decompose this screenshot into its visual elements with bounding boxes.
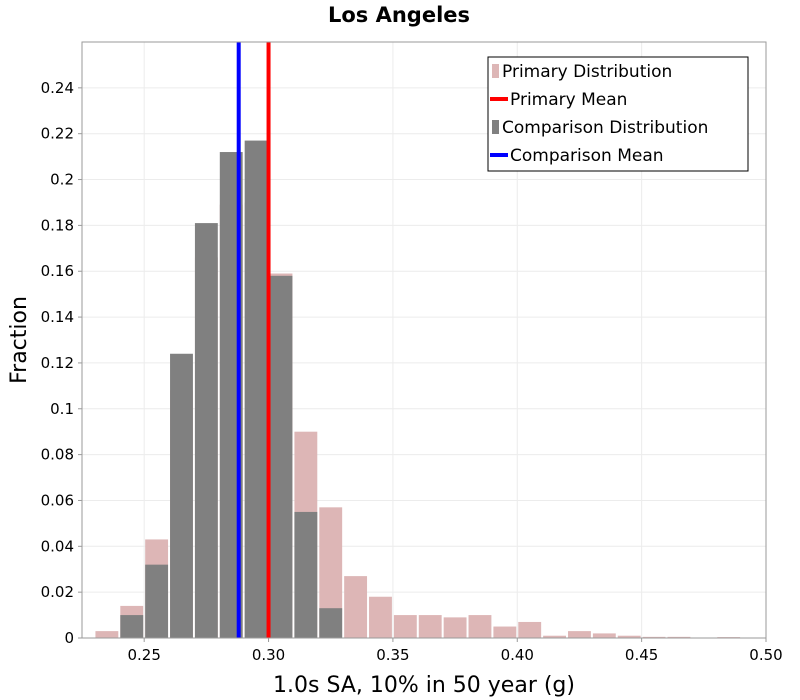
comparison-bar	[294, 511, 318, 638]
y-tick-label: 0.18	[41, 216, 74, 234]
y-tick-label: 0	[64, 629, 74, 647]
x-tick-label: 0.50	[749, 646, 782, 664]
x-axis-title: 1.0s SA, 10% in 50 year (g)	[273, 673, 575, 698]
primary-bar	[418, 615, 442, 638]
x-tick-label: 0.30	[252, 646, 285, 664]
x-tick-label: 0.40	[501, 646, 534, 664]
y-tick-label: 0.24	[41, 79, 74, 97]
primary-bar	[543, 635, 567, 638]
primary-bar	[468, 615, 492, 638]
y-tick-label: 0.14	[41, 308, 74, 326]
y-axis-title: Fraction	[7, 296, 32, 384]
comparison-bar	[194, 223, 218, 639]
mean-lines	[236, 42, 271, 638]
y-axis-ticks: 0 0.02 0.04 0.06 0.08 0.1 0.12 0.14 0.16 0.18 0.2 0…	[41, 79, 82, 647]
primary-bar	[642, 636, 666, 638]
legend-label: Comparison Distribution	[502, 118, 708, 138]
comparison-bar	[269, 275, 293, 638]
primary-bar	[344, 576, 368, 638]
x-tick-label: 0.45	[625, 646, 658, 664]
primary-bar	[592, 633, 616, 638]
y-tick-label: 0.02	[41, 583, 74, 601]
primary-bar	[518, 621, 542, 638]
primary-bar	[667, 636, 691, 638]
plot-frame	[81, 41, 767, 639]
legend-label: Primary Distribution	[502, 62, 672, 82]
legend-label: Primary Mean	[510, 90, 627, 110]
primary-bar	[568, 631, 591, 638]
legend-swatch	[492, 120, 499, 134]
primary-bar	[617, 635, 641, 638]
legend: Primary Distribution Primary Mean Comparis…	[487, 56, 749, 172]
comparison-bar	[244, 140, 268, 639]
legend-label: Comparison Mean	[510, 146, 664, 166]
legend-box	[487, 56, 749, 172]
chart-title: Los Angeles	[328, 3, 470, 27]
y-tick-label: 0.04	[41, 537, 74, 555]
comparison-bar	[170, 353, 193, 638]
y-tick-label: 0.06	[41, 491, 74, 509]
primary-bar	[319, 507, 343, 638]
y-tick-label: 0.2	[50, 171, 74, 189]
comparison-bar	[319, 608, 343, 638]
x-axis-ticks: 0.25 0.30 0.35 0.40 0.45 0.50	[127, 638, 783, 664]
y-tick-label: 0.08	[41, 446, 74, 464]
y-tick-label: 0.1	[50, 400, 74, 418]
x-tick-label: 0.35	[376, 646, 409, 664]
primary-bar	[443, 617, 467, 638]
primary-bar	[393, 615, 417, 638]
y-tick-label: 0.22	[41, 125, 74, 143]
primary-bar	[95, 631, 119, 638]
primary-bar	[493, 626, 517, 638]
y-tick-label: 0.12	[41, 354, 74, 372]
legend-swatch	[492, 64, 499, 78]
y-tick-label: 0.16	[41, 262, 74, 280]
comparison-bar	[120, 615, 144, 638]
primary-bar	[369, 596, 392, 638]
comparison-bar	[145, 564, 169, 638]
x-tick-label: 0.25	[127, 646, 160, 664]
